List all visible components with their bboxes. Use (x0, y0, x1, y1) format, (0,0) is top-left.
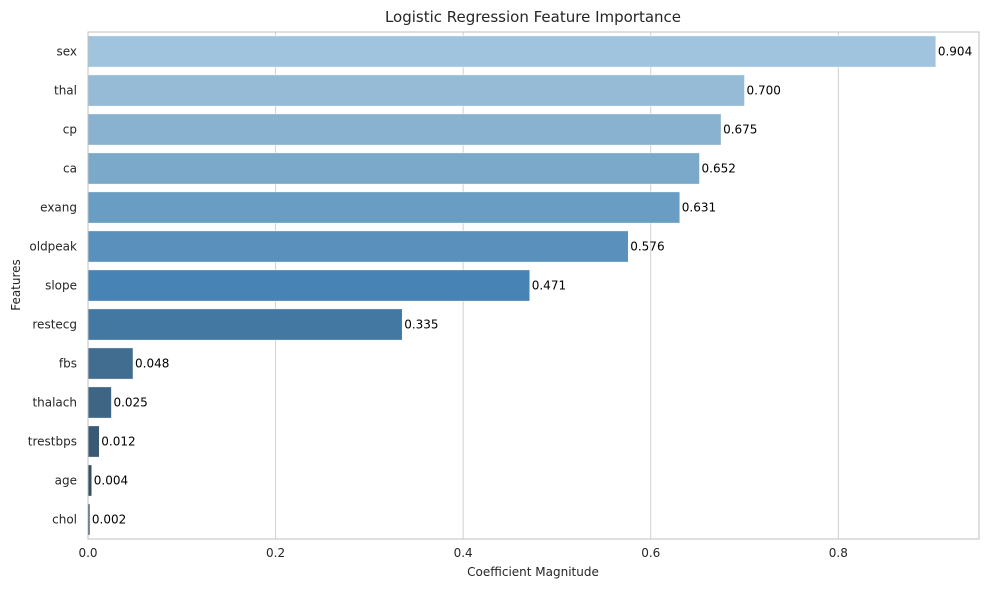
data-label-fbs: 0.048 (135, 357, 169, 371)
y-tick-label-sex: sex (56, 45, 77, 59)
x-axis-label: Coefficient Magnitude (467, 565, 599, 579)
x-tick-labels: 0.0 0.2 0.4 0.6 0.8 (78, 546, 847, 560)
data-label-slope: 0.471 (532, 279, 566, 293)
bar-trestbps (87, 425, 100, 458)
y-tick-label-thal: thal (54, 84, 77, 98)
y-axis-label: Features (9, 259, 23, 311)
bar-exang (87, 191, 681, 224)
data-label-trestbps: 0.012 (101, 435, 135, 449)
chart-title: Logistic Regression Feature Importance (385, 8, 681, 26)
data-label-ca: 0.652 (702, 162, 736, 176)
y-tick-label-slope: slope (45, 279, 77, 293)
data-label-thal: 0.700 (747, 84, 781, 98)
y-tick-label-restecg: restecg (32, 318, 77, 332)
data-label-oldpeak: 0.576 (630, 240, 664, 254)
y-tick-labels: sex thal cp ca exang oldpeak slope restecg fbs th… (28, 45, 77, 527)
y-tick-label-thalach: thalach (32, 396, 77, 410)
data-label-cp: 0.675 (723, 123, 757, 137)
y-tick-label-oldpeak: oldpeak (29, 240, 77, 254)
bar-sex (87, 35, 937, 68)
x-tick-label: 0.6 (641, 546, 660, 560)
x-tick-label: 0.2 (266, 546, 285, 560)
bars (87, 35, 937, 536)
bar-slope (87, 269, 530, 302)
bar-age (87, 464, 93, 497)
y-tick-label-age: age (55, 474, 77, 488)
y-tick-label-trestbps: trestbps (28, 435, 77, 449)
y-tick-label-chol: chol (52, 513, 77, 527)
y-tick-label-cp: cp (63, 123, 77, 137)
x-tick-label: 0.4 (454, 546, 473, 560)
bar-thalach (87, 386, 112, 419)
bar-cp (87, 113, 722, 146)
data-label-chol: 0.002 (92, 513, 126, 527)
data-label-age: 0.004 (94, 474, 128, 488)
data-labels: 0.904 0.700 0.675 0.652 0.631 0.576 0.471 0.335… (92, 45, 972, 527)
data-label-restecg: 0.335 (404, 318, 438, 332)
data-label-exang: 0.631 (682, 201, 716, 215)
x-tick-label: 0.0 (78, 546, 97, 560)
y-tick-label-ca: ca (63, 162, 77, 176)
data-label-thalach: 0.025 (113, 396, 147, 410)
x-tick-label: 0.8 (829, 546, 848, 560)
y-tick-label-fbs: fbs (59, 357, 77, 371)
y-tick-label-exang: exang (40, 201, 77, 215)
bar-thal (87, 74, 745, 107)
bar-oldpeak (87, 230, 629, 263)
bar-ca (87, 152, 700, 185)
bar-fbs (87, 347, 134, 380)
bar-restecg (87, 308, 403, 341)
plot-frame (87, 31, 980, 540)
data-label-sex: 0.904 (938, 45, 972, 59)
